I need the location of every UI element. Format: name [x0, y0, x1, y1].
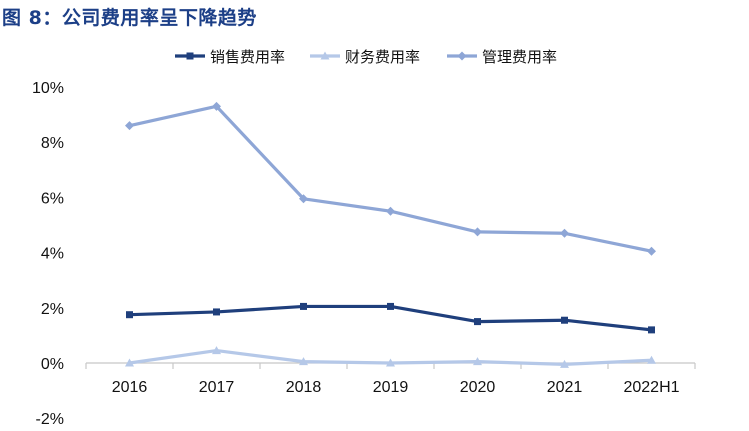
data-point — [473, 357, 482, 366]
data-point — [299, 357, 308, 366]
page-title: 图 8：公司费用率呈下降趋势 — [2, 7, 257, 29]
y-tick-label: 10% — [32, 80, 64, 97]
data-point — [561, 316, 568, 324]
data-point — [473, 227, 482, 237]
legend-item: 销售费用率 — [175, 48, 285, 66]
y-tick-label: 6% — [41, 190, 64, 207]
data-point — [125, 358, 134, 367]
x-axis: 2016 2017 2018 2019 2020 2021 2022H1 — [85, 362, 696, 396]
data-point — [299, 194, 308, 204]
data-point — [213, 308, 220, 316]
x-tick-label: 2018 — [286, 379, 322, 396]
y-axis: -2% 0% 2% 4% 6% 8% 10% — [32, 80, 64, 428]
legend-marker — [186, 52, 194, 60]
y-tick-label: -2% — [36, 411, 64, 428]
y-tick-label: 2% — [41, 301, 64, 318]
legend-label: 管理费用率 — [482, 48, 557, 66]
series-line — [127, 304, 654, 332]
data-point — [560, 228, 569, 238]
series-layer — [125, 101, 656, 368]
series-line — [127, 104, 654, 253]
legend-item: 管理费用率 — [447, 48, 557, 66]
y-tick-label: 0% — [41, 356, 64, 373]
x-tick-label: 2022H1 — [623, 379, 679, 396]
data-point — [300, 302, 307, 310]
x-tick-label: 2019 — [373, 379, 409, 396]
legend-marker — [457, 51, 467, 61]
legend-marker — [320, 51, 330, 60]
legend-label: 销售费用率 — [210, 48, 285, 66]
data-point — [126, 311, 133, 319]
data-point — [560, 359, 569, 368]
series-triangle — [125, 346, 656, 368]
data-point — [212, 346, 221, 355]
x-tick-label: 2016 — [112, 379, 148, 396]
data-point — [387, 302, 394, 310]
series-diamond — [125, 101, 656, 256]
legend-item: 财务费用率 — [310, 48, 420, 66]
data-point — [648, 326, 655, 334]
legend-label: 财务费用率 — [345, 48, 420, 66]
y-tick-label: 4% — [41, 246, 64, 263]
data-point — [647, 355, 656, 364]
x-tick-label: 2020 — [460, 379, 496, 396]
data-point — [647, 246, 656, 256]
data-point — [386, 206, 395, 216]
data-point — [474, 318, 481, 326]
x-tick-label: 2021 — [547, 379, 583, 396]
y-tick-label: 8% — [41, 135, 64, 152]
x-tick-label: 2017 — [199, 379, 235, 396]
legend: 销售费用率 财务费用率 管理费用率 — [175, 48, 557, 66]
data-point — [386, 358, 395, 367]
series-square — [126, 302, 655, 334]
data-point — [212, 101, 221, 111]
data-point — [125, 121, 134, 131]
